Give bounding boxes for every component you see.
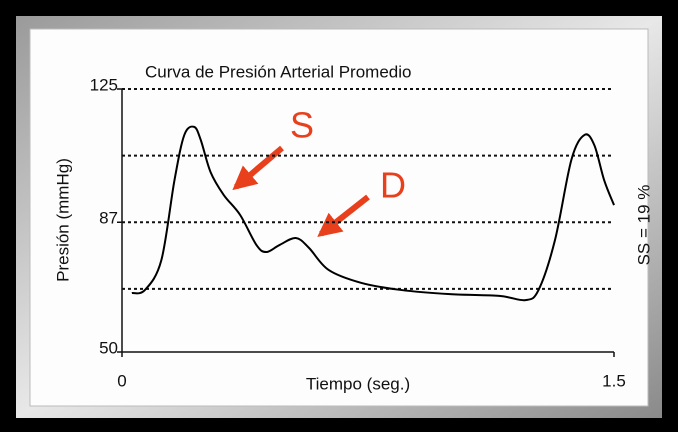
y-tick-label: 125 xyxy=(90,75,118,94)
annotation: D xyxy=(380,165,406,206)
annotation: S xyxy=(290,105,314,146)
y-tick-label: 50 xyxy=(99,338,118,357)
y-axis-label: Presión (mmHg) xyxy=(53,158,72,282)
side-label: SS = 19 % xyxy=(634,185,653,266)
x-tick-label: 1.5 xyxy=(602,371,626,390)
pressure-line xyxy=(131,125,615,302)
chart-title: Curva de Presión Arterial Promedio xyxy=(145,62,411,81)
arrow xyxy=(317,194,370,237)
x-axis-label: Tiempo (seg.) xyxy=(306,374,410,393)
x-tick-label: 0 xyxy=(117,371,126,390)
y-tick-label: 87 xyxy=(99,209,118,228)
arrow xyxy=(232,145,284,191)
